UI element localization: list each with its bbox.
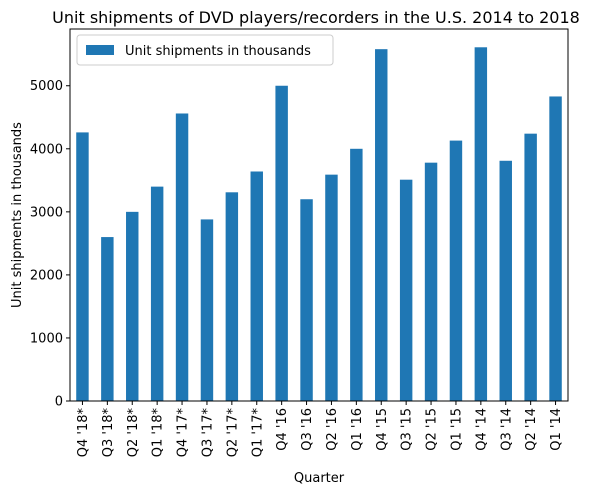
chart-title: Unit shipments of DVD players/recorders …: [52, 8, 580, 27]
x-tick-label: Q3 '18*: [101, 408, 116, 458]
y-tick-label: 3000: [30, 205, 63, 220]
bar: [524, 133, 537, 401]
bar: [250, 171, 263, 401]
bar: [474, 47, 488, 402]
x-axis: Q4 '18* Q3 '18* Q2 '18* Q1 '18* Q4 '17* Q3 '1…: [76, 401, 564, 457]
x-tick-label: Q1 '15: [449, 408, 464, 451]
x-tick-label: Q4 '14: [474, 408, 489, 451]
bar: [424, 162, 438, 401]
bar: [300, 199, 313, 401]
x-tick-label: Q4 '15: [375, 408, 390, 451]
plot-frame: [69, 28, 569, 402]
bar: [126, 211, 139, 401]
x-tick-label: Q4 '18*: [76, 408, 91, 458]
bar: [76, 132, 89, 402]
x-tick-label: Q2 '14: [524, 408, 539, 451]
x-tick-label: Q1 '18*: [151, 408, 166, 458]
legend-swatch: [86, 45, 114, 55]
x-tick-label: Q2 '15: [425, 408, 440, 451]
bar: [399, 179, 413, 401]
x-tick-label: Q3 '14: [499, 408, 514, 451]
legend: Unit shipments in thousands: [76, 34, 334, 66]
legend-box: [76, 34, 334, 66]
y-axis-label: Unit shipments in thousands: [10, 122, 25, 308]
x-tick-label: Q1 '14: [549, 408, 564, 451]
bar: [325, 174, 338, 401]
legend-label: Unit shipments in thousands: [125, 44, 311, 59]
x-tick-label: Q4 '16: [275, 408, 290, 451]
x-tick-label: Q2 '16: [325, 408, 340, 451]
x-axis-label: Quarter: [294, 471, 345, 486]
x-tick-label: Q1 '16: [350, 408, 365, 451]
bar: [499, 160, 512, 401]
y-tick-label: 2000: [30, 268, 63, 283]
bar: [375, 49, 388, 401]
bar-series: [76, 47, 562, 402]
x-tick-label: Q3 '16: [300, 408, 315, 451]
x-tick-label: Q3 '15: [400, 408, 415, 451]
x-tick-label: Q2 '18*: [126, 408, 141, 458]
bar: [549, 96, 562, 401]
y-tick-label: 0: [55, 395, 63, 410]
bar: [449, 140, 463, 401]
bar: [275, 85, 288, 402]
bar: [225, 192, 239, 401]
bar: [350, 148, 363, 401]
y-tick-label: 1000: [30, 331, 63, 346]
x-tick-label: Q4 '17*: [176, 408, 191, 458]
bar: [101, 237, 114, 401]
x-tick-label: Q3 '17*: [200, 408, 215, 458]
y-tick-label: 4000: [30, 142, 63, 157]
x-tick-label: Q2 '17*: [225, 408, 240, 458]
x-tick-label: Q1 '17*: [250, 408, 265, 458]
y-axis: 0 1000 2000 3000 4000 5000: [30, 79, 70, 410]
bar: [175, 113, 189, 402]
y-tick-label: 5000: [30, 79, 63, 94]
bar: [150, 186, 164, 401]
bar: [200, 219, 214, 401]
